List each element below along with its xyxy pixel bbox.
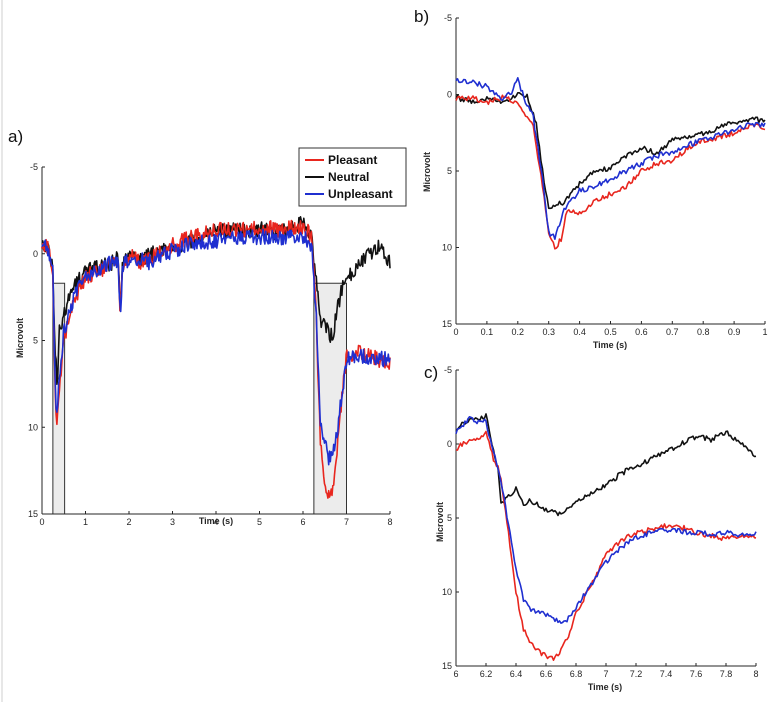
panel-a-ytick-label: 0 (33, 249, 38, 259)
panel-b-xtick-label: 0.4 (573, 327, 586, 337)
panel-a-xtick-label: 4 (213, 517, 218, 527)
legend-entry-unpleasant: Unpleasant (328, 187, 393, 201)
panel-c-plot-area: 6 6.2 6.4 6.6 6.8 7 7.2 7.4 7.6 7.8 8 -5 0 5 10 15 (442, 365, 759, 679)
panel-b-ytick-label: 15 (442, 319, 452, 329)
legend-entry-neutral: Neutral (328, 170, 369, 184)
panel-c-xlabel: Time (s) (588, 682, 622, 692)
panel-b-ytick-label: 10 (442, 243, 452, 253)
panel-b-xtick-label: 0.1 (481, 327, 494, 337)
panel-a-xtick-label: 0 (39, 517, 44, 527)
panel-b-series-unpleasant (455, 77, 766, 240)
panel-b-xlabel: Time (s) (593, 340, 627, 350)
panel-a-plot-area: 0 1 2 3 4 5 6 7 8 -5 0 5 10 15 (28, 162, 393, 527)
panel-a-series-unpleasant (41, 228, 391, 466)
panel-c-ytick-label: 5 (447, 513, 452, 523)
panel-a-ytick-label: -5 (30, 162, 38, 172)
panel-c-xtick-label: 6 (453, 669, 458, 679)
panel-b-xtick-label: 0.2 (512, 327, 525, 337)
panel-b-xtick-label: 0.3 (542, 327, 555, 337)
panel-c-xtick-label: 7.2 (630, 669, 643, 679)
panel-a-ytick-label: 15 (28, 509, 38, 519)
panel-b-xtick-label: 0.6 (635, 327, 648, 337)
panel-c-xtick-label: 7.8 (720, 669, 733, 679)
panel-b-label: b) (414, 7, 429, 26)
panel-c-ytick-label: 10 (442, 587, 452, 597)
panel-a-xlabel: Time (s) (199, 516, 233, 526)
panel-a-xtick-label: 7 (344, 517, 349, 527)
panel-c-xtick-label: 6.6 (540, 669, 553, 679)
panel-a-ytick-label: 5 (33, 336, 38, 346)
panel-c-xtick-label: 6.4 (510, 669, 523, 679)
panel-c-xtick-label: 8 (753, 669, 758, 679)
panel-a-label: a) (8, 127, 23, 146)
legend-entry-pleasant: Pleasant (328, 153, 377, 167)
panel-c-ytick-label: 15 (442, 661, 452, 671)
panel-b-chart: b) 0 0.1 0.2 0.3 0.4 0.5 0.6 0.7 0.8 0.9 1 -5 0 5 10 15… (414, 7, 768, 350)
panel-b-xtick-label: 1 (762, 327, 767, 337)
panel-c-xtick-label: 7.6 (690, 669, 703, 679)
panel-b-ytick-label: -5 (444, 13, 452, 23)
panel-b-xtick-label: 0.8 (697, 327, 710, 337)
panel-a-xtick-label: 1 (83, 517, 88, 527)
panel-c-xtick-label: 6.2 (480, 669, 493, 679)
panel-c-xtick-label: 7.4 (660, 669, 673, 679)
panel-c-xtick-label: 7 (603, 669, 608, 679)
panel-a-xtick-label: 3 (170, 517, 175, 527)
panel-c-ytick-label: -5 (444, 365, 452, 375)
panel-b-ytick-label: 0 (447, 90, 452, 100)
panel-a-legend: Pleasant Neutral Unpleasant (298, 147, 407, 207)
panel-a-xtick-label: 2 (126, 517, 131, 527)
panel-b-plot-area: 0 0.1 0.2 0.3 0.4 0.5 0.6 0.7 0.8 0.9 1 -5 0 5 10 15 (442, 13, 768, 337)
panel-b-series-neutral (455, 92, 766, 210)
panel-b-xtick-label: 0 (453, 327, 458, 337)
panel-a-xtick-label: 8 (387, 517, 392, 527)
panel-c-series-pleasant (455, 430, 757, 662)
panel-a-ylabel: Microvolt (15, 318, 25, 358)
panel-c-label: c) (424, 363, 438, 382)
panel-b-ytick-label: 5 (447, 166, 452, 176)
panel-c-series-unpleasant (455, 415, 757, 625)
panel-a-xtick-label: 5 (257, 517, 262, 527)
panel-b-xtick-label: 0.5 (604, 327, 617, 337)
panel-a-xtick-label: 6 (300, 517, 305, 527)
panel-c-series-neutral (455, 413, 757, 517)
panel-c-xtick-label: 6.8 (570, 669, 583, 679)
panel-c-ylabel: Microvolt (435, 502, 445, 542)
panel-b-xtick-label: 0.7 (666, 327, 679, 337)
panel-c-ytick-label: 0 (447, 439, 452, 449)
panel-b-xtick-label: 0.9 (728, 327, 741, 337)
panel-b-ylabel: Microvolt (422, 152, 432, 192)
panel-c-chart: c) 6 6.2 6.4 6.6 6.8 7 7.2 7.4 7.6 7.8 8 -5 0 5 10 15 T… (424, 363, 759, 692)
panel-a-ytick-label: 10 (28, 422, 38, 432)
panel-b-series-pleasant (455, 94, 766, 250)
